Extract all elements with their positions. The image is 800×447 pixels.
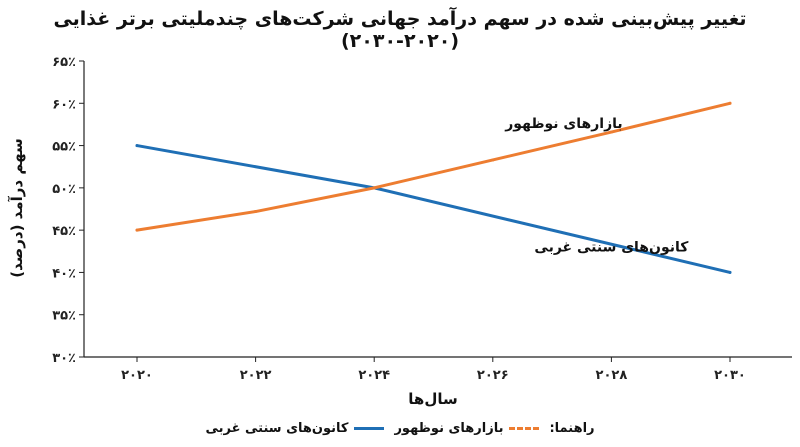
series-line-1 [135, 101, 732, 232]
y-tick-label: ۶۰٪ [52, 97, 76, 112]
series-annotation-1: بازارهای نوظهور [504, 116, 622, 132]
x-tick-label: ۲۰۳۰ [714, 368, 746, 383]
y-axis-title: سهم درآمد (درصد) [8, 138, 26, 278]
y-tick-label: ۵۵٪ [52, 140, 76, 155]
legend: راهنما: بازارهای نوظهور کانون‌های سنتی غ… [0, 421, 800, 436]
series-point-1 [609, 130, 613, 134]
y-tick-label: ۳۵٪ [52, 309, 76, 324]
legend-title: راهنما: [549, 421, 595, 436]
x-tick-label: ۲۰۲۲ [240, 368, 272, 383]
x-tick-label: ۲۰۲۴ [358, 368, 390, 383]
legend-label-emerging: بازارهای نوظهور [394, 421, 504, 436]
legend-label-western: کانون‌های سنتی غربی [205, 421, 349, 436]
series-point-0 [135, 144, 139, 148]
axes: ۳۰٪ ۳۵٪ ۴۰٪ ۴۵٪ ۵۰٪ ۵۵٪ ۶۰٪ ۶۵٪ ۲۰۲۰ ۲۰۲۲ ۲۰۲۴ ۲۰۲۶… [52, 55, 792, 383]
series-point-1 [135, 228, 139, 232]
y-tick-label: ۴۵٪ [52, 224, 76, 239]
annotations: کانون‌های سنتی غربی بازارهای نوظهور [504, 116, 689, 255]
legend-item-emerging: بازارهای نوظهور [394, 421, 540, 436]
series-point-1 [254, 210, 258, 214]
chart-title: تغییر پیش‌بینی شده در سهم درآمد جهانی شر… [53, 8, 747, 52]
series-lines [135, 101, 732, 274]
series-point-1 [728, 101, 732, 105]
y-tick-label: ۴۰٪ [52, 266, 76, 281]
x-tick-label: ۲۰۲۰ [121, 368, 153, 383]
y-tick-label: ۶۵٪ [52, 55, 76, 70]
x-tick-label: ۲۰۲۶ [477, 368, 509, 383]
y-tick-label: ۵۰٪ [52, 182, 76, 197]
series-annotation-0: کانون‌های سنتی غربی [534, 239, 689, 255]
series-point-1 [491, 158, 495, 162]
series-point-0 [728, 270, 732, 274]
legend-swatch-western [354, 427, 385, 430]
x-tick-label: ۲۰۲۸ [596, 368, 628, 383]
y-tick-label: ۳۰٪ [52, 351, 76, 366]
x-axis-title: سال‌ها [408, 390, 457, 408]
legend-swatch-emerging [509, 427, 540, 430]
series-point-1 [372, 186, 376, 190]
legend-item-western: کانون‌های سنتی غربی [205, 421, 385, 436]
